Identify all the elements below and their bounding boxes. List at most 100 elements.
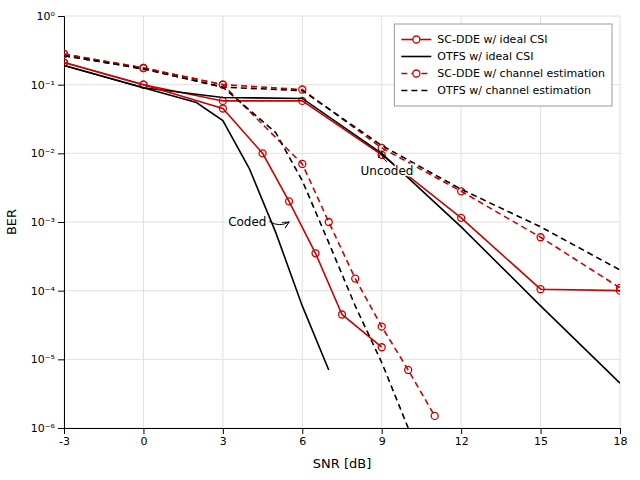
plot-area: -3 0 3 6 9 12 15 18 10⁻⁶ 10⁻⁵ 10⁻⁴ 10⁻³ 10⁻² 10⁻¹ 10⁰ S…	[4, 10, 628, 471]
series-line	[64, 63, 382, 348]
series-marker	[458, 188, 465, 195]
y-tick-label: 10⁻²	[31, 147, 55, 160]
series-marker	[219, 105, 226, 112]
y-tick-mark	[58, 222, 64, 223]
series-marker	[378, 144, 385, 151]
y-tick: 10⁻⁶	[31, 422, 64, 435]
x-tick-mark	[541, 428, 542, 434]
series-group	[64, 50, 620, 428]
y-grid-line	[64, 222, 620, 223]
series	[64, 56, 620, 270]
y-grid-line	[64, 359, 620, 360]
series-marker	[352, 275, 359, 282]
x-tick: -3	[59, 428, 70, 448]
y-grid-line	[64, 16, 620, 17]
x-tick-label: 15	[534, 435, 548, 448]
x-tick-label: 6	[299, 435, 306, 448]
y-tick-label: 10⁻⁶	[31, 422, 56, 435]
series-marker	[299, 160, 306, 167]
y-tick: 10⁰	[37, 10, 64, 23]
y-axis-line	[58, 17, 65, 429]
x-tick-label: 3	[220, 435, 227, 448]
y-tick-mark	[58, 153, 64, 154]
series-marker	[339, 311, 346, 318]
x-tick: 6	[299, 428, 306, 448]
y-tick-label: 10⁰	[37, 10, 56, 23]
x-tick-mark	[620, 428, 621, 434]
series	[64, 66, 329, 370]
x-tick-label: 18	[614, 435, 628, 448]
y-tick-mark	[58, 85, 64, 86]
annotation-text: Coded	[228, 215, 266, 229]
legend-marker	[413, 36, 420, 43]
legend-label: OTFS w/ channel estimation	[437, 84, 591, 97]
legend-item: SC-DDE w/ ideal CSI	[401, 33, 547, 46]
chart-container: -3 0 3 6 9 12 15 18 10⁻⁶ 10⁻⁵ 10⁻⁴ 10⁻³ 10⁻² 10⁻¹ 10⁰ S…	[0, 0, 640, 480]
annotation-arrow	[269, 222, 289, 225]
series-marker	[431, 412, 438, 419]
x-tick-mark	[223, 428, 224, 434]
legend: SC-DDE w/ ideal CSI OTFS w/ ideal CSI SC-D…	[394, 24, 612, 106]
y-axis: 10⁻⁶ 10⁻⁵ 10⁻⁴ 10⁻³ 10⁻² 10⁻¹ 10⁰	[31, 10, 65, 435]
y-tick: 10⁻⁵	[31, 353, 64, 366]
series-marker	[286, 198, 293, 205]
legend-item: OTFS w/ channel estimation	[401, 84, 591, 97]
x-tick-label: -3	[59, 435, 70, 448]
series-marker	[537, 286, 544, 293]
series-marker	[219, 97, 226, 104]
x-tick: 3	[220, 428, 227, 448]
x-axis-line	[65, 429, 621, 435]
legend-swatch	[401, 90, 431, 92]
series	[64, 59, 620, 294]
y-tick-label: 10⁻¹	[31, 79, 55, 92]
series-marker	[405, 366, 412, 373]
series-marker	[458, 214, 465, 221]
annotations: Uncoded Coded	[228, 152, 413, 229]
x-tick: 18	[614, 428, 628, 448]
x-axis-title: SNR [dB]	[313, 456, 371, 471]
series	[64, 50, 438, 419]
legend-label: SC-DDE w/ ideal CSI	[437, 33, 547, 46]
series-marker	[259, 150, 266, 157]
y-tick-label: 10⁻⁵	[31, 353, 55, 366]
legend-label: OTFS w/ ideal CSI	[437, 50, 533, 63]
series-line	[64, 54, 435, 416]
x-tick-mark	[143, 428, 144, 434]
y-axis-title: BER	[4, 209, 19, 235]
x-tick-label: 9	[379, 435, 386, 448]
x-tick: 15	[534, 428, 548, 448]
legend-box	[394, 24, 612, 106]
y-tick: 10⁻²	[31, 147, 64, 160]
series-marker	[312, 250, 319, 257]
x-tick-mark	[382, 428, 383, 434]
y-tick-label: 10⁻⁴	[31, 285, 56, 298]
series-line	[64, 56, 620, 270]
series-marker	[617, 284, 621, 291]
x-tick-mark	[461, 428, 462, 434]
series-marker	[378, 344, 385, 351]
y-grid-line	[64, 153, 620, 154]
x-tick-mark	[302, 428, 303, 434]
series	[64, 59, 385, 351]
legend-label: SC-DDE w/ channel estimation	[437, 67, 605, 80]
y-tick-mark	[58, 16, 64, 17]
x-axis: -3 0 3 6 9 12 15 18	[59, 428, 627, 448]
grid	[64, 16, 620, 428]
series-line	[64, 56, 408, 428]
annotation-text: Uncoded	[361, 164, 414, 178]
legend-marker	[413, 70, 420, 77]
y-tick-mark	[58, 291, 64, 292]
x-tick-label: 0	[140, 435, 147, 448]
x-tick: 0	[140, 428, 147, 448]
y-tick-label: 10⁻³	[31, 216, 55, 229]
legend-item: OTFS w/ ideal CSI	[401, 50, 533, 63]
y-tick: 10⁻⁴	[31, 285, 64, 298]
x-tick-label: 12	[455, 435, 469, 448]
y-tick-mark	[58, 428, 64, 429]
y-tick: 10⁻¹	[31, 79, 64, 92]
series-marker	[378, 323, 385, 330]
series-marker	[537, 234, 544, 241]
legend-swatch	[401, 56, 431, 58]
y-tick: 10⁻³	[31, 216, 64, 229]
series	[64, 56, 408, 428]
